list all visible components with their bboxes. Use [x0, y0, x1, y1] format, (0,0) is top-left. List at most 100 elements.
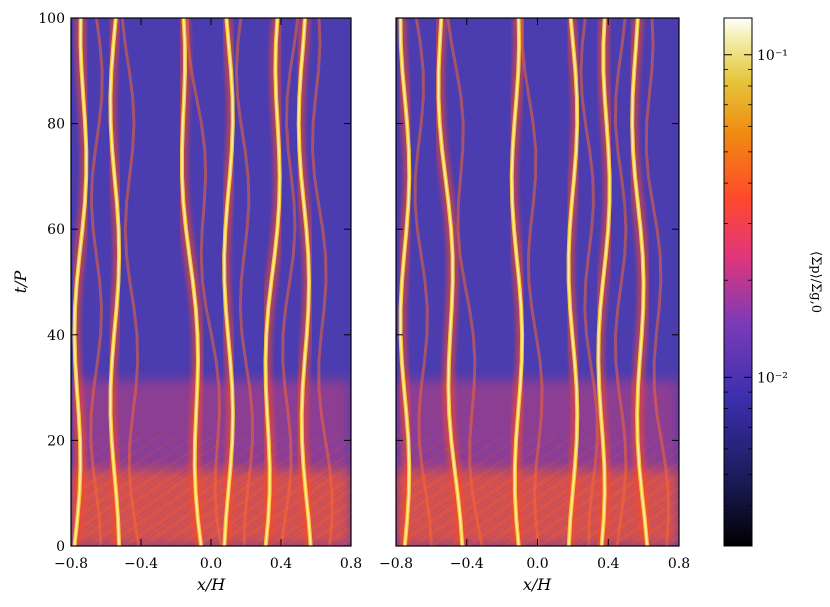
hatch-streak [0, 436, 63, 546]
hatch-streak [71, 435, 82, 444]
hatch-streak [696, 436, 830, 546]
hatch-streak [744, 436, 830, 546]
hatch-streak [647, 523, 679, 546]
hatch-streak [804, 436, 830, 546]
filament-branch [185, 18, 223, 546]
hatch-streak [611, 499, 679, 546]
right-axis-ticks: −0.8 −0.4 0.0 0.4 0.8 [379, 17, 690, 572]
hatch-streak [71, 435, 76, 440]
colorbar-tick-label: 10⁻² [757, 370, 788, 386]
hatch-streak [76, 435, 238, 546]
hatch-streak [274, 493, 351, 546]
left-panel: −0.8 −0.4 0.0 0.4 0.8 0 20 40 60 80 100 t/P x/H [0, 11, 362, 594]
hatch-streak [396, 435, 425, 456]
hatch-streak [396, 435, 557, 546]
filament-highlight [223, 18, 234, 546]
x-tick-label: 0.8 [668, 556, 690, 572]
filament-branch [89, 18, 104, 546]
x-tick-label: −0.8 [54, 556, 88, 572]
hatch-streak [449, 435, 611, 546]
right-filaments [396, 18, 670, 546]
left-axis-ticks: −0.8 −0.4 0.0 0.4 0.8 0 20 40 60 80 100 [38, 11, 362, 572]
filament-highlight [631, 18, 648, 546]
hatch-streak [0, 436, 9, 546]
hatch-streak [816, 436, 830, 546]
filament-branch [520, 18, 544, 546]
hatch-streak [413, 435, 575, 546]
hatch-streak [419, 435, 581, 546]
y-axis-label: t/P [11, 270, 30, 293]
right-panel: −0.8 −0.4 0.0 0.4 0.8 x/H [379, 17, 830, 594]
y-tick-label: 0 [56, 539, 65, 555]
x-tick-label: 0.8 [340, 556, 362, 572]
hatch-streak [0, 436, 27, 546]
y-tick-label: 20 [47, 433, 65, 449]
hatch-streak [479, 435, 641, 546]
filament-highlight [73, 18, 88, 546]
hatch-streak [780, 436, 830, 546]
hatch-streak [768, 436, 830, 546]
hatch-streak [0, 436, 51, 546]
hatch-streak [599, 490, 679, 546]
hatch-streak [396, 435, 551, 543]
hatch-streak [71, 435, 118, 469]
hatch-streak [822, 436, 830, 546]
filament-branch [234, 18, 255, 546]
hatch-streak [635, 515, 679, 546]
hatch-streak [396, 435, 455, 477]
right-x-axis-label: x/H [523, 575, 552, 594]
hatch-streak [0, 436, 3, 546]
x-tick-label: −0.8 [379, 556, 413, 572]
filament-branch [446, 18, 484, 546]
hatch-streak [0, 436, 57, 546]
filament-branch [644, 18, 670, 546]
hatch-streak [214, 451, 351, 546]
colorbar-ticks: 10⁻² 10⁻¹ [724, 48, 788, 547]
colorbar-tick-label: 10⁻¹ [757, 48, 788, 64]
hatch-streak [396, 435, 473, 489]
hatch-streak [684, 436, 830, 546]
hatch-streak [71, 435, 154, 494]
x-tick-label: −0.4 [124, 556, 158, 572]
hatch-streak [0, 436, 15, 546]
colorbar-gradient [723, 17, 753, 547]
filament-highlight [567, 18, 579, 546]
hatch-streak [71, 435, 190, 518]
hatch-streak [396, 435, 521, 522]
hatch-streak [677, 544, 679, 546]
hatch-streak [178, 435, 340, 546]
hatch-streak [425, 435, 587, 546]
y-tick-label: 40 [47, 328, 65, 344]
left-x-axis-label: x/H [197, 575, 226, 594]
hatch-streak [71, 435, 172, 506]
hatch-streak [0, 436, 39, 546]
filament-branch [413, 18, 433, 546]
hatch-streak [0, 436, 21, 546]
x-tick-label: −0.4 [450, 556, 484, 572]
hatch-streak [396, 435, 443, 469]
y-tick-label: 100 [38, 11, 65, 27]
x-tick-label: 0.4 [597, 556, 619, 572]
hatch-streak [702, 436, 830, 546]
y-tick-label: 60 [47, 222, 65, 238]
y-tick-label: 80 [47, 117, 65, 133]
hatch-streak [71, 435, 100, 456]
hatch-streak [396, 435, 461, 481]
hatch-streak [762, 436, 830, 546]
hatch-streak [71, 435, 148, 489]
hatch-streak [232, 464, 351, 546]
x-tick-label: 0.0 [200, 556, 222, 572]
filament-highlight [109, 18, 120, 546]
hatch-streak [0, 436, 33, 546]
hatch-streak [396, 435, 527, 527]
x-tick-label: 0.0 [526, 556, 548, 572]
filament-highlight [399, 18, 411, 546]
hatch-streak [268, 488, 351, 546]
hatch-streak [605, 495, 679, 546]
hatch-streak [71, 435, 124, 473]
filament-branch [120, 18, 141, 546]
filament-branch [613, 18, 628, 546]
hatch-streak [262, 484, 351, 546]
hatch-streak [322, 526, 351, 546]
